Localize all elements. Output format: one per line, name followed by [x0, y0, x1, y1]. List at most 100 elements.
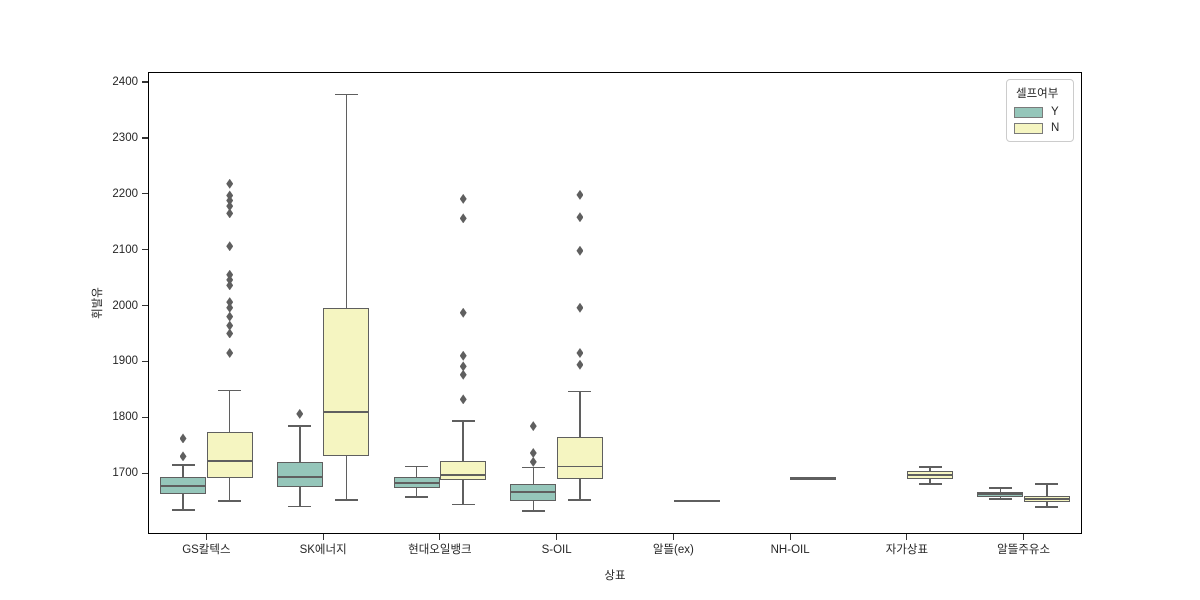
x-tick-label: 현대오일뱅크 [408, 544, 472, 556]
whisker-cap [171, 509, 195, 511]
y-tick-label: 2400 [112, 76, 138, 89]
outlier-point [226, 269, 234, 280]
legend-title: 셀프여부 [1016, 88, 1059, 100]
whisker-cap [334, 499, 358, 501]
outlier-point [529, 456, 537, 467]
outlier-point [576, 245, 584, 256]
whisker-cap [1035, 506, 1059, 508]
legend-item-n: N [1014, 122, 1066, 134]
y-axis-label: 휘발유 [92, 287, 104, 319]
box-N [556, 437, 603, 480]
y-tick-mark [142, 137, 148, 139]
median-line [556, 465, 603, 468]
median-line [323, 410, 370, 413]
y-tick-label: 1900 [112, 355, 138, 368]
outlier-point [226, 297, 234, 308]
x-tick-mark [906, 534, 908, 540]
whisker-cap [334, 93, 358, 96]
median-line [907, 474, 954, 477]
outlier-point [576, 212, 584, 223]
box-N [440, 461, 487, 480]
outlier-point [459, 213, 467, 224]
whisker-cap [288, 425, 312, 427]
whisker-cap [1035, 483, 1059, 486]
x-axis-label: 상표 [604, 570, 626, 582]
outlier-point [226, 280, 234, 291]
median-line [276, 476, 323, 478]
whisker-cap [288, 505, 312, 508]
legend-swatch-y-icon [1014, 106, 1043, 118]
whisker-cap [171, 464, 195, 467]
median-line [160, 485, 206, 487]
plot-area: 1700 1800 1900 2000 2100 2200 2300 2400 GS칼텍스 SK에… [112, 72, 1082, 556]
whisker-line [1046, 484, 1048, 508]
x-tick-label: GS칼텍스 [182, 544, 231, 556]
legend-swatch-n-icon [1014, 122, 1043, 134]
y-tick-mark [142, 416, 148, 418]
outlier-point [576, 189, 584, 200]
y-tick-label: 1800 [112, 411, 138, 424]
whisker-cap [568, 499, 592, 501]
x-tick-label: 알뜰주유소 [997, 544, 1051, 556]
box-N [323, 308, 370, 457]
outlier-point [179, 451, 187, 462]
outlier-point [576, 302, 584, 313]
whisker-cap [988, 498, 1012, 500]
outlier-point [459, 361, 467, 372]
outlier-point [576, 359, 584, 370]
median-line [977, 493, 1024, 496]
whisker-cap [568, 390, 592, 393]
whisker-cap [451, 420, 475, 422]
y-tick-mark [142, 249, 148, 251]
whisker-cap [451, 503, 475, 506]
legend-label-n: N [1051, 122, 1060, 134]
outlier-point [226, 274, 234, 285]
outlier-point [459, 307, 467, 318]
whisker-cap [521, 466, 545, 469]
median-line [510, 491, 557, 493]
x-tick-label: S-OIL [541, 544, 572, 556]
x-tick-mark [439, 534, 441, 540]
outlier-point [226, 302, 234, 313]
outlier-point [179, 433, 187, 444]
outlier-point [459, 350, 467, 361]
outlier-point [226, 241, 234, 252]
outlier-point [226, 208, 234, 219]
outlier-point [459, 394, 467, 405]
legend-label-y: Y [1051, 106, 1059, 118]
outlier-point [529, 447, 537, 458]
median-line [393, 482, 440, 485]
whisker-cap [405, 465, 428, 468]
whisker-cap [405, 496, 428, 498]
x-tick-mark [672, 534, 674, 540]
x-tick-mark [205, 534, 207, 540]
x-tick-label: SK에너지 [299, 544, 347, 556]
degenerate-box-N [673, 499, 720, 503]
legend-item-y: Y [1014, 106, 1066, 118]
y-tick-label: 2100 [112, 243, 138, 256]
outlier-point [226, 190, 234, 201]
outlier-point [459, 193, 467, 204]
outlier-point [226, 178, 234, 189]
x-tick-mark [789, 534, 791, 540]
whisker-cap [218, 389, 242, 392]
legend: 셀프여부 Y N [1006, 79, 1074, 142]
whisker-cap [521, 510, 545, 512]
outlier-point [226, 320, 234, 331]
outlier-point [459, 369, 467, 380]
x-tick-label: 자가상표 [885, 544, 929, 556]
outlier-point [226, 328, 234, 339]
median-line [1023, 497, 1070, 500]
degenerate-box-N [790, 477, 837, 480]
x-tick-mark [556, 534, 558, 540]
whisker-cap [918, 466, 942, 468]
whisker-cap [218, 500, 242, 502]
outlier-point [226, 347, 234, 358]
outlier-point [226, 195, 234, 206]
x-tick-label: 알뜰(ex) [652, 544, 694, 556]
y-tick-label: 2200 [112, 187, 138, 200]
whisker-cap [988, 487, 1012, 489]
y-tick-mark [142, 304, 148, 307]
y-tick-mark [142, 472, 148, 474]
